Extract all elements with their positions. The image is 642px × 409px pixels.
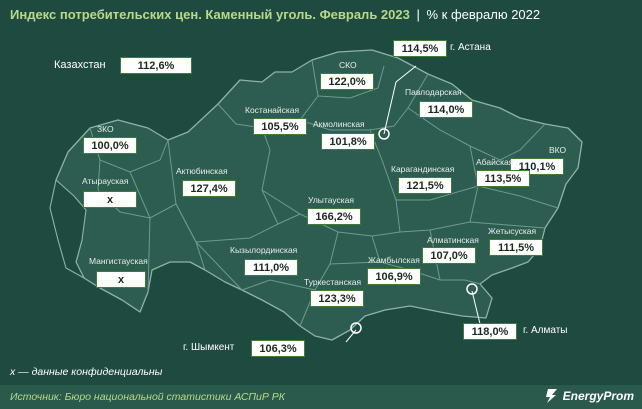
region-name-zhambyl: Жамбылская [368,255,420,265]
city-name-astana: г. Астана [450,42,491,53]
region-name-akmola: Акмолинская [313,119,365,129]
region-name-almaty-obl: Алматинская [427,235,479,245]
region-name-turkestan: Туркестанская [304,277,362,287]
region-name-karaganda: Карагандинская [391,164,455,174]
city-name-almaty: г. Алматы [523,325,568,336]
caspian-coast [49,178,87,280]
region-value-pavlodar: 114,0% [419,101,473,118]
city-name-shymkent: г. Шымкент [183,342,235,353]
region-name-zko: ЗКО [97,124,114,134]
energyprom-logo: EnergyProm [544,388,634,404]
region-name-aktobe: Актюбинская [176,166,228,176]
country-outline [55,49,583,341]
region-value-mangistau: х [96,271,146,288]
region-value-ulytau: 166,2% [307,208,361,225]
kazakhstan-value: 112,6% [120,57,192,74]
title-separator: | [416,7,420,22]
region-value-zhetysu: 111,5% [489,239,543,256]
region-value-atyrau: х [83,191,137,208]
shymkent-marker [350,322,362,334]
confidential-note: х — данные конфиденциальны [10,366,163,378]
region-name-vko: ВКО [549,145,567,155]
region-name-zhetysu: Жетысуская [488,226,537,236]
region-name-abay: Абайская [476,157,514,167]
region-value-kostanay: 105,5% [253,118,307,135]
page-title: Индекс потребительских цен. Каменный уго… [10,7,540,22]
region-value-zko: 100,0% [83,137,137,154]
region-name-sko: СКО [339,60,357,70]
region-value-shymkent: 106,3% [251,340,305,357]
region-value-kyzylorda: 111,0% [244,259,298,276]
region-name-ulytau: Улытауская [308,195,354,205]
title-subtitle: % к февралю 2022 [426,7,541,22]
almaty-marker [466,283,478,295]
city-markers [345,65,481,343]
region-value-almaty-obl: 107,0% [422,247,476,264]
footer: Источник: Бюро национальной статистики А… [0,385,642,409]
region-value-abay: 113,5% [476,170,530,187]
title-text: Индекс потребительских цен. Каменный уго… [10,7,410,22]
region-value-sko: 122,0% [320,73,374,90]
region-value-aktobe: 127,4% [182,180,236,197]
astana-marker [378,128,390,140]
region-value-astana: 114,5% [393,40,447,57]
region-name-kostanay: Костанайская [245,105,300,115]
region-value-karaganda: 121,5% [398,177,452,194]
kazakhstan-label: Казахстан [54,59,106,71]
region-name-atyrau: Атырауская [82,176,129,186]
region-name-mangistau: Мангистауская [89,256,148,266]
region-name-kyzylorda: Кызылординская [230,245,298,255]
region-value-almaty-city: 118,0% [463,323,517,340]
region-value-zhambyl: 106,9% [367,268,421,285]
region-value-turkestan: 123,3% [310,290,364,307]
logo-text: EnergyProm [562,389,634,403]
source-text: Источник: Бюро национальной статистики А… [10,391,285,403]
logo-bolt-icon [545,389,557,403]
region-name-pavlodar: Павлодарская [405,87,462,97]
region-value-akmola: 101,8% [321,133,375,150]
